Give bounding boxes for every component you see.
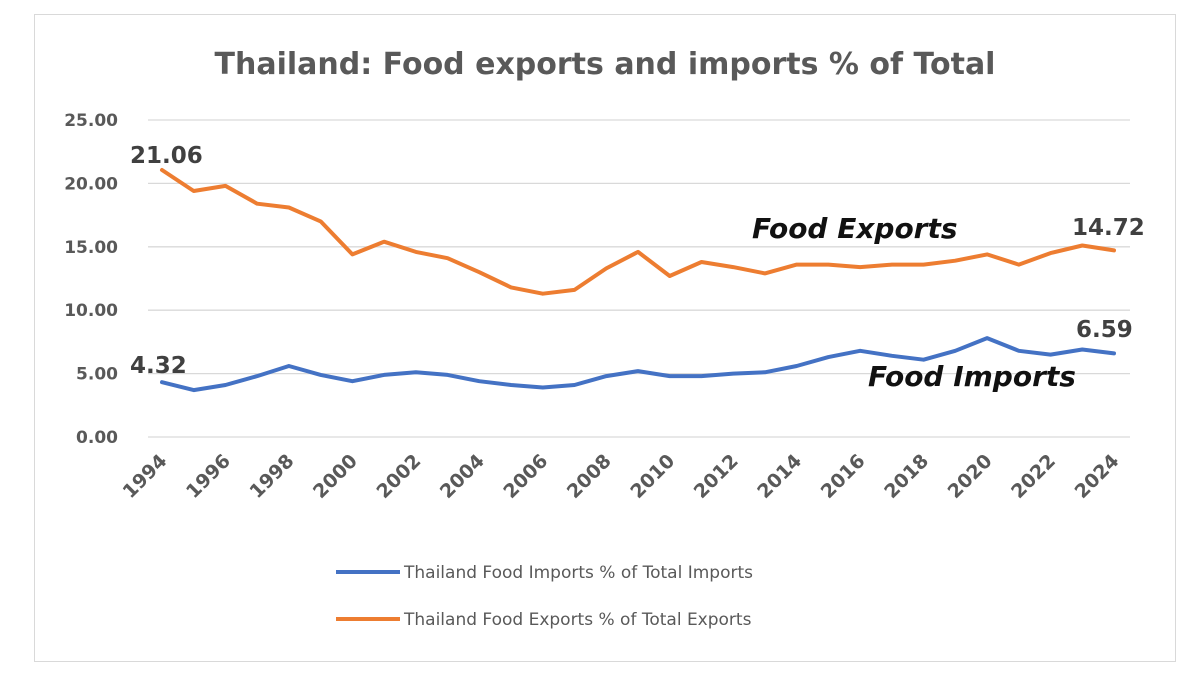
y-tick-label: 5.00 bbox=[76, 365, 118, 385]
exports-series-line bbox=[160, 168, 1116, 296]
imports-end-label: 6.59 bbox=[1076, 317, 1133, 343]
imports-start-label: 4.32 bbox=[130, 353, 187, 379]
exports-start-label: 21.06 bbox=[130, 143, 203, 169]
x-tick-label: 2008 bbox=[563, 450, 616, 503]
chart-title: Thailand: Food exports and imports % of … bbox=[215, 47, 996, 82]
x-tick-label: 1996 bbox=[182, 450, 235, 503]
y-tick-label: 10.00 bbox=[64, 301, 118, 321]
x-tick-label: 2010 bbox=[626, 450, 679, 503]
x-tick-label: 1994 bbox=[119, 450, 172, 503]
x-tick-label: 2022 bbox=[1007, 450, 1060, 503]
x-tick-label: 2012 bbox=[690, 450, 743, 503]
data-labels: 4.32 6.59 21.06 14.72 Food Exports Food Impor… bbox=[130, 143, 1145, 393]
legend-label: Thailand Food Imports % of Total Imports bbox=[403, 563, 753, 583]
imports-series-line bbox=[160, 336, 1116, 393]
x-tick-label: 2002 bbox=[372, 450, 425, 503]
legend: Thailand Food Imports % of Total Imports… bbox=[336, 563, 753, 630]
x-tick-label: 2000 bbox=[309, 450, 362, 503]
x-tick-label: 2006 bbox=[499, 450, 552, 503]
y-tick-label: 15.00 bbox=[64, 238, 118, 258]
y-tick-label: 0.00 bbox=[76, 428, 118, 448]
imports-annotation: Food Imports bbox=[868, 360, 1076, 393]
x-tick-label: 2016 bbox=[817, 450, 870, 503]
x-tick-label: 2024 bbox=[1071, 450, 1124, 503]
x-tick-label: 2018 bbox=[880, 450, 933, 503]
x-axis-ticks: 1994 1996 1998 2000 2002 2004 2006 2008 2010 2012… bbox=[119, 450, 1124, 503]
exports-annotation: Food Exports bbox=[752, 212, 958, 245]
exports-end-label: 14.72 bbox=[1072, 215, 1145, 241]
series-lines bbox=[160, 168, 1116, 393]
x-tick-label: 2020 bbox=[944, 450, 997, 503]
x-tick-label: 2004 bbox=[436, 450, 489, 503]
y-axis-ticks: 0.00 5.00 10.00 15.00 20.00 25.00 bbox=[64, 111, 118, 448]
x-tick-label: 2014 bbox=[753, 450, 806, 503]
y-tick-label: 20.00 bbox=[64, 174, 118, 194]
y-tick-label: 25.00 bbox=[64, 111, 118, 131]
x-tick-label: 1998 bbox=[246, 450, 299, 503]
legend-label: Thailand Food Exports % of Total Exports bbox=[403, 610, 752, 630]
